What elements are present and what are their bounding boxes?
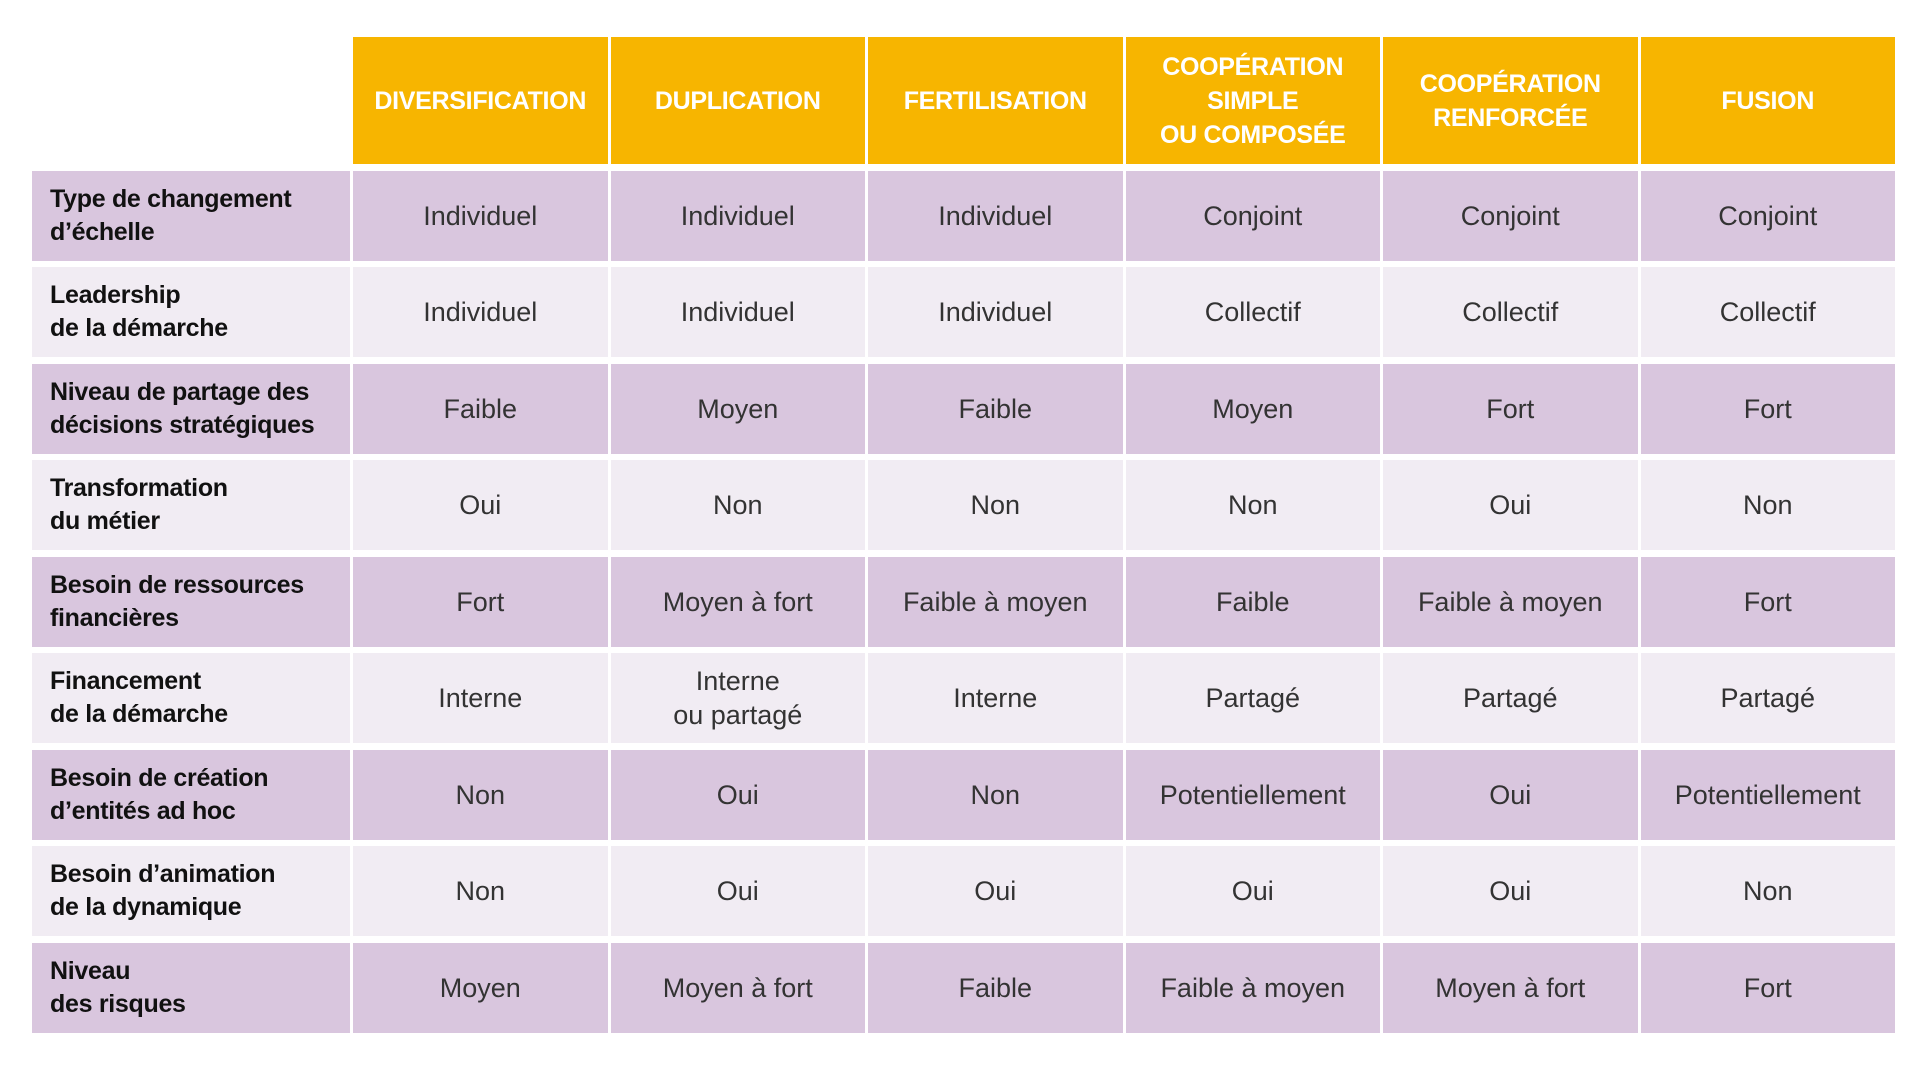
table-cell: Moyen à fort — [610, 556, 865, 647]
table-cell: Conjoint — [1383, 170, 1638, 261]
row-label: Niveau des risques — [32, 942, 350, 1033]
table-cell: Partagé — [1125, 653, 1380, 743]
column-header: DIVERSIFICATION — [353, 37, 608, 164]
table-cell: Fort — [1640, 556, 1895, 647]
table-cell: Oui — [1383, 749, 1638, 840]
table-cell: Interne — [868, 653, 1123, 743]
table-cell: Interne — [353, 653, 608, 743]
table-cell: Oui — [610, 846, 865, 936]
table-cell: Individuel — [610, 267, 865, 357]
table-cell: Non — [868, 460, 1123, 550]
row-label: Besoin de ressources financières — [32, 556, 350, 647]
row-label: Leadership de la démarche — [32, 267, 350, 357]
column-header: FERTILISATION — [868, 37, 1123, 164]
table-cell: Oui — [1125, 846, 1380, 936]
table-cell: Non — [353, 846, 608, 936]
column-header: FUSION — [1640, 37, 1895, 164]
table-cell: Non — [1640, 846, 1895, 936]
row-label: Financement de la démarche — [32, 653, 350, 743]
comparison-table: DIVERSIFICATION DUPLICATION FERTILISATION C… — [32, 37, 1895, 1033]
table-cell: Collectif — [1640, 267, 1895, 357]
table-cell: Oui — [610, 749, 865, 840]
table-cell: Faible à moyen — [1125, 942, 1380, 1033]
table-cell: Faible — [1125, 556, 1380, 647]
table-cell: Moyen à fort — [610, 942, 865, 1033]
table-cell: Faible — [868, 942, 1123, 1033]
table-cell: Collectif — [1383, 267, 1638, 357]
table-corner — [32, 37, 350, 164]
table-cell: Moyen à fort — [1383, 942, 1638, 1033]
column-header: COOPÉRATION RENFORCÉE — [1383, 37, 1638, 164]
table-cell: Oui — [353, 460, 608, 550]
table-cell: Moyen — [610, 363, 865, 454]
table-cell: Non — [1640, 460, 1895, 550]
column-header: COOPÉRATION SIMPLE OU COMPOSÉE — [1125, 37, 1380, 164]
table-cell: Oui — [1383, 846, 1638, 936]
table-cell: Non — [1125, 460, 1380, 550]
table-cell: Oui — [868, 846, 1123, 936]
table-cell: Non — [610, 460, 865, 550]
table-cell: Individuel — [353, 267, 608, 357]
table-cell: Moyen — [1125, 363, 1380, 454]
row-label: Besoin de création d’entités ad hoc — [32, 749, 350, 840]
row-label: Transformation du métier — [32, 460, 350, 550]
table-cell: Individuel — [868, 267, 1123, 357]
table-cell: Fort — [1640, 942, 1895, 1033]
table-cell: Individuel — [353, 170, 608, 261]
table-cell: Individuel — [868, 170, 1123, 261]
table-cell: Potentiellement — [1125, 749, 1380, 840]
table-cell: Partagé — [1640, 653, 1895, 743]
table-cell: Fort — [353, 556, 608, 647]
table-cell: Partagé — [1383, 653, 1638, 743]
table-cell: Faible — [868, 363, 1123, 454]
table-cell: Faible à moyen — [868, 556, 1123, 647]
row-label: Type de changement d’échelle — [32, 170, 350, 261]
table-cell: Oui — [1383, 460, 1638, 550]
table-cell: Conjoint — [1125, 170, 1380, 261]
table-cell: Interne ou partagé — [610, 653, 865, 743]
table-cell: Faible à moyen — [1383, 556, 1638, 647]
row-label: Niveau de partage des décisions stratégi… — [32, 363, 350, 454]
table-cell: Fort — [1640, 363, 1895, 454]
table-cell: Fort — [1383, 363, 1638, 454]
table-cell: Conjoint — [1640, 170, 1895, 261]
row-label: Besoin d’animation de la dynamique — [32, 846, 350, 936]
table-cell: Potentiellement — [1640, 749, 1895, 840]
table-cell: Non — [353, 749, 608, 840]
column-header: DUPLICATION — [610, 37, 865, 164]
table-cell: Non — [868, 749, 1123, 840]
table-cell: Collectif — [1125, 267, 1380, 357]
table-cell: Faible — [353, 363, 608, 454]
table-cell: Moyen — [353, 942, 608, 1033]
table-cell: Individuel — [610, 170, 865, 261]
